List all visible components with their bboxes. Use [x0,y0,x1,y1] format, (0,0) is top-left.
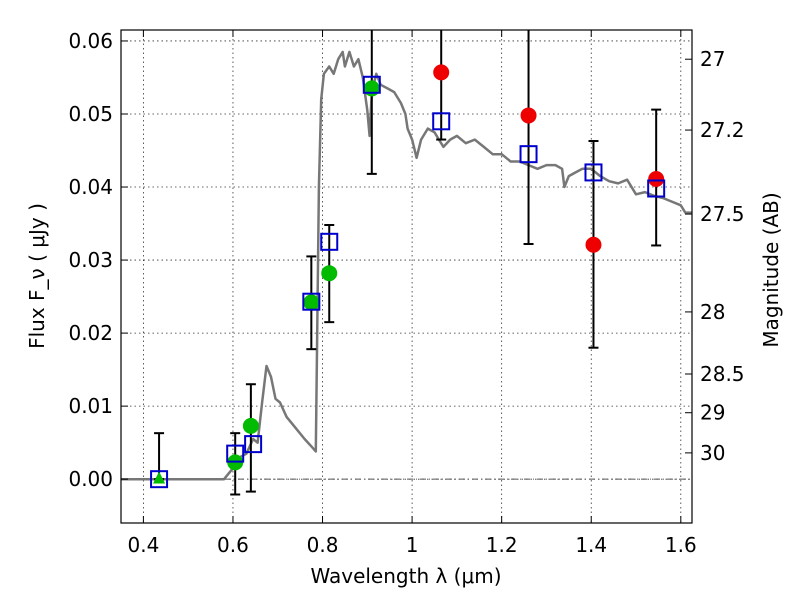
y2-tick-label: 28 [700,300,725,324]
model-band-square [302,292,321,311]
grid [121,30,692,523]
detection-point [321,265,338,282]
y-tick-label: 0.02 [68,321,113,345]
red-point [585,236,602,253]
plot-frame [120,29,693,524]
y-tick-label: 0.03 [68,248,113,272]
x-tick-label: 0.8 [307,533,339,557]
x-tick-label: 1.4 [575,533,607,557]
model-band-square [320,232,339,251]
detection-point [303,294,320,311]
model-band-square [647,179,666,198]
model-band-square [519,145,538,164]
y-tick-label: 0.06 [68,29,113,53]
markers [150,64,666,489]
model-band-square [226,444,245,463]
x-axis-label: Wavelength λ (μm) [310,564,501,588]
model-band-square [362,75,381,94]
model-band-square [584,163,603,182]
model-band-square [150,470,169,489]
red-point [433,64,450,81]
detection-triangle [153,471,166,484]
model-band-square [244,435,263,454]
x-tick-label: 1.6 [665,533,697,557]
y2-tick-label: 30 [700,441,725,465]
model-band-square [432,112,451,131]
y2-tick-label: 28.5 [700,362,745,386]
detection-point [242,417,259,434]
y-tick-label: 0.04 [68,175,113,199]
y2-tick-label: 27.5 [700,202,745,226]
red-point [520,107,537,124]
axis-ticks: 0.4 0.6 0.8 1 1.2 1.4 1.6 0.00 0.01 0.02 0.03 0.04 0… [68,29,744,557]
y2-tick-label: 29 [700,401,725,425]
y-tick-label: 0.01 [68,394,113,418]
y2-tick-label: 27 [700,47,725,71]
y-tick-label: 0.05 [68,102,113,126]
x-tick-label: 0.4 [127,533,159,557]
y2-axis-label: Magnitude (AB) [759,192,783,347]
y-tick-label: 0.00 [68,467,113,491]
x-tick-label: 1.2 [486,533,518,557]
x-tick-label: 0.6 [217,533,249,557]
x-tick-label: 1 [406,533,419,557]
red-point [648,170,665,187]
y2-tick-label: 27.2 [700,118,745,142]
y-axis-label: Flux F_ν ( μJy ) [25,203,49,349]
